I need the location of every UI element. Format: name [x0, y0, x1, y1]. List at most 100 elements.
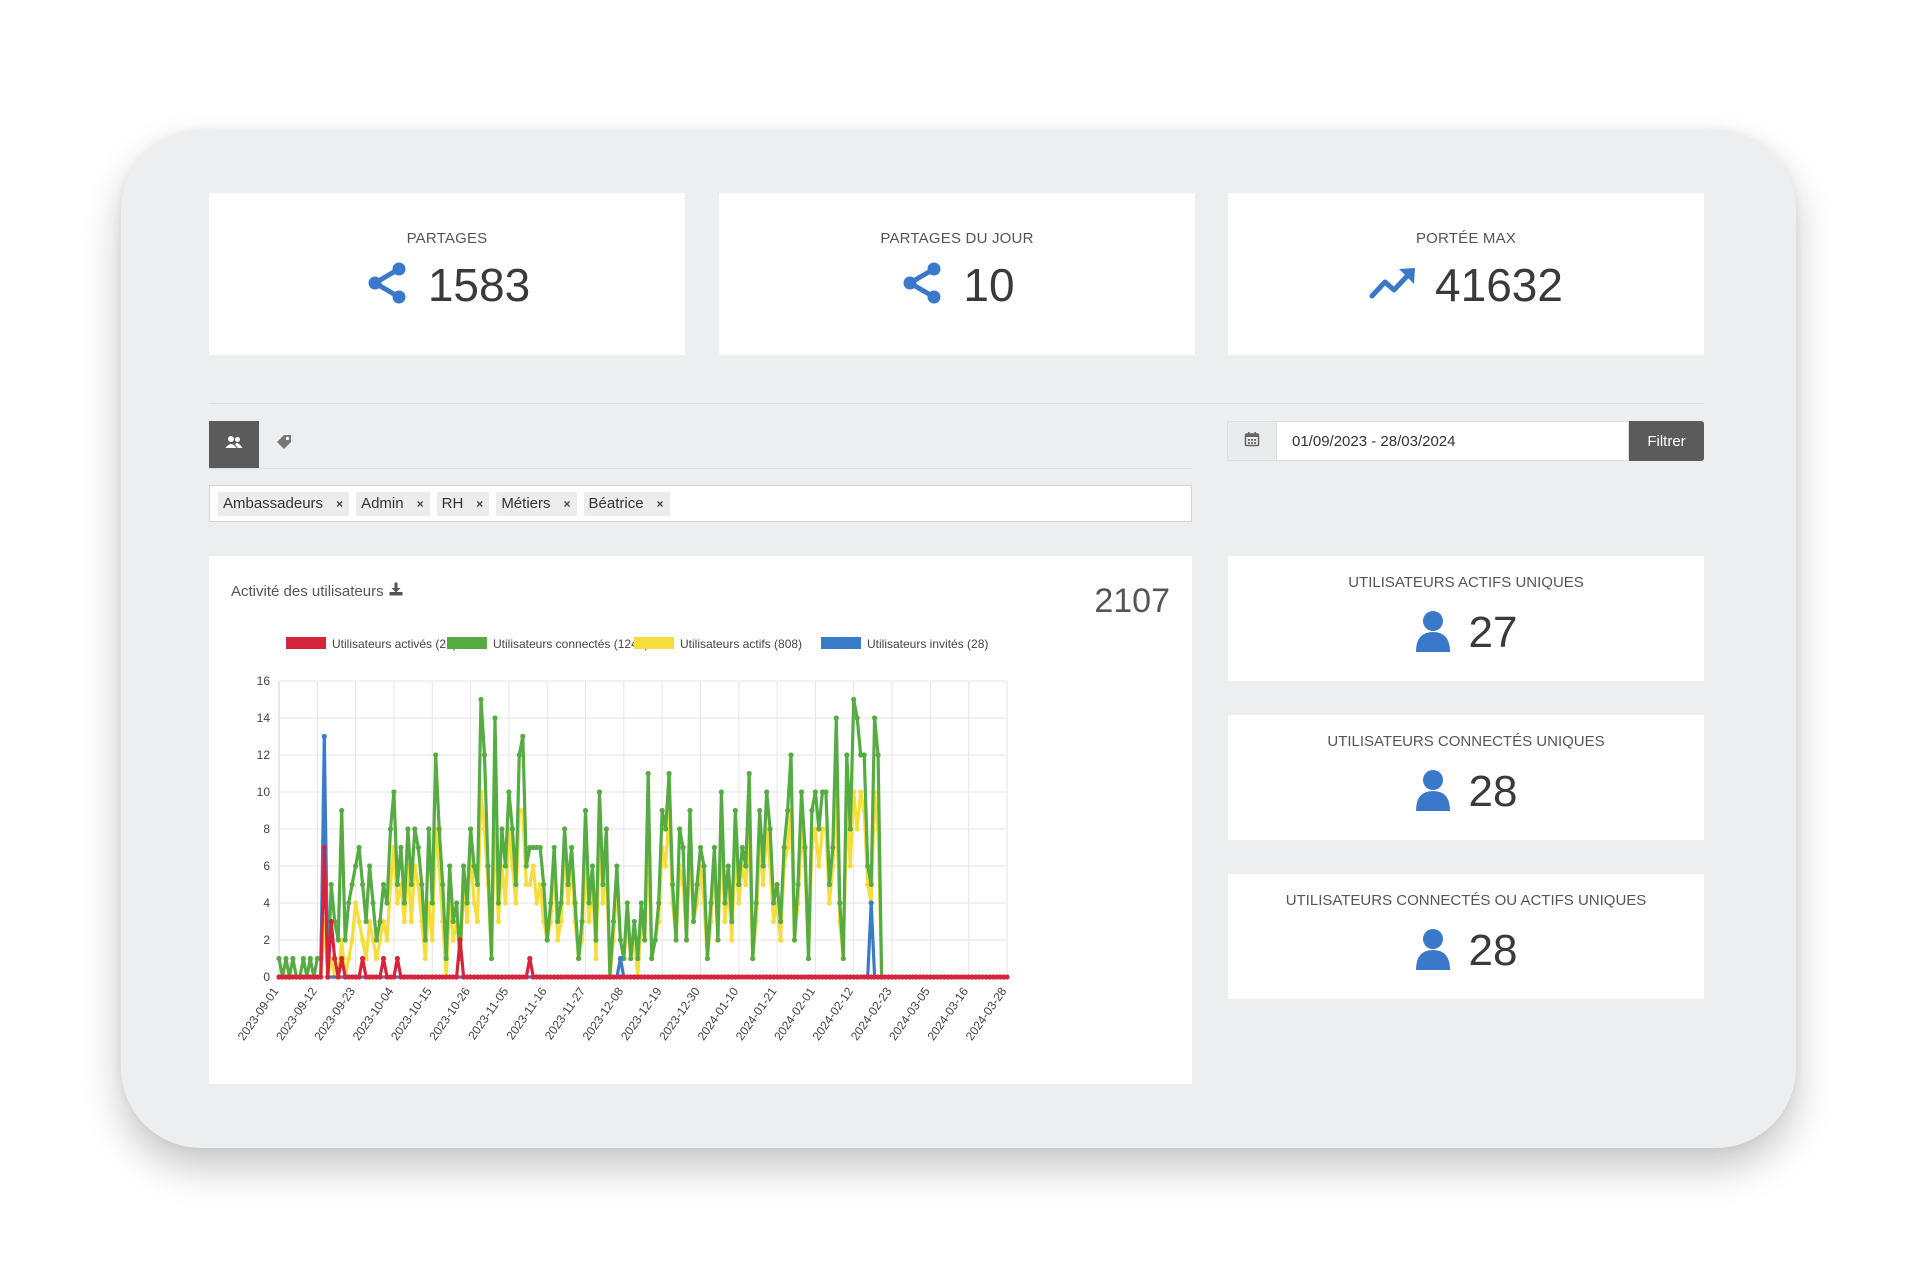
tag-remove-icon[interactable]: ×: [336, 496, 344, 511]
data-point: [391, 789, 397, 795]
activity-chart: 02468101214162023-09-012023-09-122023-09…: [235, 637, 1010, 1043]
data-point: [401, 918, 407, 925]
legend-swatch: [821, 637, 861, 649]
data-point: [865, 863, 871, 869]
download-icon[interactable]: [389, 582, 403, 600]
tag-rh[interactable]: RH ×: [436, 491, 490, 516]
data-point: [565, 881, 571, 888]
legend-swatch: [447, 637, 487, 649]
tag-remove-icon[interactable]: ×: [656, 496, 664, 511]
data-point: [603, 826, 609, 832]
data-point: [373, 937, 380, 943]
date-addon[interactable]: [1227, 421, 1277, 461]
tag-admin[interactable]: Admin ×: [356, 491, 430, 516]
tag-remove-icon[interactable]: ×: [476, 496, 484, 511]
data-point: [534, 900, 540, 906]
tag-label: Béatrice: [588, 495, 644, 512]
data-point: [809, 807, 815, 814]
data-point: [586, 900, 592, 906]
data-point: [736, 900, 742, 906]
data-point: [520, 733, 526, 740]
data-point: [774, 881, 780, 888]
calendar-icon: [1244, 431, 1260, 452]
data-point: [555, 937, 561, 943]
data-point: [353, 863, 359, 869]
legend-label: Utilisateurs invités (28): [867, 637, 988, 651]
data-point: [474, 918, 481, 925]
data-point: [854, 826, 860, 832]
data-point: [527, 955, 533, 962]
data-point: [760, 863, 766, 869]
tab-users[interactable]: [209, 421, 259, 468]
data-point: [318, 974, 324, 980]
tag-metiers[interactable]: Métiers ×: [496, 491, 577, 516]
data-point: [349, 881, 355, 888]
y-tick-label: 16: [257, 674, 271, 688]
data-point: [335, 937, 341, 943]
data-point: [847, 863, 853, 869]
data-point: [812, 789, 819, 795]
data-point: [697, 844, 704, 851]
tab-tags[interactable]: [259, 421, 309, 468]
data-point: [757, 807, 763, 814]
data-point: [576, 955, 582, 962]
data-point: [711, 844, 717, 851]
data-point: [408, 918, 414, 925]
data-point: [593, 955, 599, 962]
data-point: [433, 752, 439, 758]
data-point: [513, 881, 519, 888]
data-point: [495, 900, 501, 906]
stat-card-partages-du-jour: PARTAGES DU JOUR 10: [719, 193, 1195, 355]
chart-title-wrap: Activité des utilisateurs: [231, 582, 403, 600]
date-range-input[interactable]: 01/09/2023 - 28/03/2024: [1277, 421, 1629, 461]
legend-label: Utilisateurs activés (27): [332, 637, 457, 651]
data-point: [394, 881, 400, 888]
data-point: [673, 937, 679, 943]
data-point: [405, 826, 411, 832]
data-point: [743, 881, 749, 888]
stat-label: PORTÉE MAX: [1415, 230, 1517, 247]
data-point: [370, 900, 376, 906]
data-point: [670, 881, 676, 888]
legend-swatch: [286, 637, 326, 649]
share-icon: [899, 260, 945, 311]
data-point: [582, 807, 589, 814]
data-point: [565, 900, 571, 906]
tag-remove-icon[interactable]: ×: [563, 496, 571, 511]
data-point: [753, 900, 759, 906]
data-point: [380, 881, 387, 888]
data-point: [764, 789, 770, 795]
data-point: [718, 789, 724, 795]
data-point: [572, 900, 578, 906]
data-point: [781, 844, 787, 851]
data-point: [694, 881, 700, 888]
data-point: [422, 937, 428, 943]
tag-beatrice[interactable]: Béatrice ×: [583, 491, 670, 516]
data-point: [541, 881, 547, 888]
data-point: [447, 863, 453, 869]
tag-ambassadeurs[interactable]: Ambassadeurs ×: [218, 491, 350, 516]
stat-value: 1583: [427, 259, 531, 311]
data-point: [363, 918, 369, 925]
data-point: [401, 900, 407, 906]
tags-select[interactable]: Ambassadeurs × Admin × RH × Métiers × Béatri…: [209, 485, 1192, 522]
data-point: [495, 918, 501, 925]
data-point: [373, 955, 380, 962]
data-point: [708, 900, 714, 906]
user-icon: [1415, 769, 1451, 816]
data-point: [635, 955, 641, 962]
data-point: [778, 937, 784, 943]
data-point: [283, 955, 289, 962]
tag-remove-icon[interactable]: ×: [416, 496, 424, 511]
data-point: [785, 807, 791, 814]
filter-button[interactable]: Filtrer: [1629, 421, 1704, 461]
tag-label: Ambassadeurs: [223, 495, 324, 512]
data-point: [290, 955, 296, 962]
legend-label: Utilisateurs actifs (808): [680, 637, 802, 651]
data-point: [492, 715, 498, 721]
data-point: [858, 789, 864, 795]
data-point: [847, 826, 853, 832]
stat-value: 10: [963, 259, 1015, 311]
data-point: [394, 955, 400, 962]
data-point: [704, 955, 710, 962]
